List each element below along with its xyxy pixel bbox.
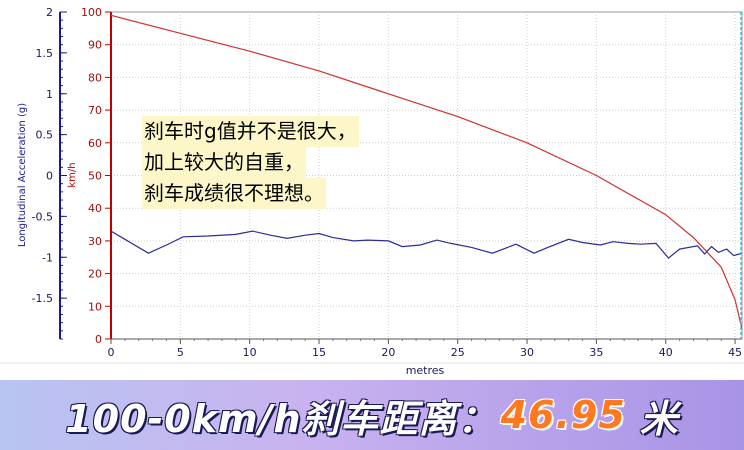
left-tick-label: 0.5 [36, 129, 54, 142]
caption-text: 100-0km/h刹车距离： 46.95 米 [0, 380, 744, 450]
right-tick-label: 80 [88, 71, 102, 84]
caption-banner [0, 380, 744, 450]
x-tick-label: 20 [381, 346, 395, 359]
x-tick-label: 25 [451, 346, 465, 359]
x-tick-label: 40 [659, 346, 673, 359]
caption-value: 46.95 [500, 393, 626, 437]
x-tick-label: 0 [108, 346, 115, 359]
braking-chart: 21.510.50-0.5-1-1.5 10090807060504030201… [0, 6, 744, 377]
x-tick-label: 35 [589, 346, 603, 359]
left-tick-label: -0.5 [32, 210, 53, 223]
annotation-line-3: 刹车成绩很不理想。 [142, 178, 326, 209]
left-tick-label: 1 [46, 88, 53, 101]
left-axis-title: Longitudinal Acceleration (g) [17, 103, 28, 247]
annotation-box: 刹车时g值并不是很大， 加上较大的自重， 刹车成绩很不理想。 [142, 116, 359, 209]
x-tick-label: 10 [243, 346, 257, 359]
x-tick-label: 15 [312, 346, 326, 359]
right-tick-label: 40 [88, 202, 102, 215]
left-tick-label: 1.5 [36, 47, 54, 60]
caption-unit: 米 [639, 396, 679, 441]
right-tick-label: 0 [95, 333, 102, 346]
acceleration-series-line [110, 230, 743, 259]
x-axis: 0 5 10 15 20 25 30 35 40 45 [108, 338, 742, 359]
series-layer [110, 14, 743, 330]
right-tick-label: 20 [88, 268, 102, 281]
annotation-line-1: 刹车时g值并不是很大， [142, 116, 359, 147]
left-tick-label: -1.5 [32, 292, 53, 305]
grid-lines [111, 12, 742, 339]
x-tick-label: 30 [520, 346, 534, 359]
right-axis-title: km/h [67, 162, 78, 187]
x-tick-label: 45 [728, 346, 742, 359]
left-axis: 2 1.5 1 0.5 0 -0.5 -1 -1.5 [32, 6, 67, 340]
right-tick-label: 100 [81, 6, 102, 19]
right-tick-label: 70 [88, 104, 102, 117]
left-tick-label: -1 [42, 251, 53, 264]
speed-series-line [110, 14, 743, 330]
caption-prefix: 100-0km/h刹车距离： [65, 396, 497, 441]
left-tick-label: 2 [46, 6, 53, 19]
right-tick-label: 60 [88, 137, 102, 150]
right-tick-label: 50 [88, 170, 102, 183]
left-tick-label: 0 [46, 170, 53, 183]
x-axis-title: metres [406, 364, 445, 377]
right-tick-label: 10 [88, 300, 102, 313]
right-tick-label: 30 [88, 235, 102, 248]
right-tick-label: 90 [88, 39, 102, 52]
annotation-line-2: 加上较大的自重， [142, 147, 306, 178]
x-tick-label: 5 [177, 346, 184, 359]
